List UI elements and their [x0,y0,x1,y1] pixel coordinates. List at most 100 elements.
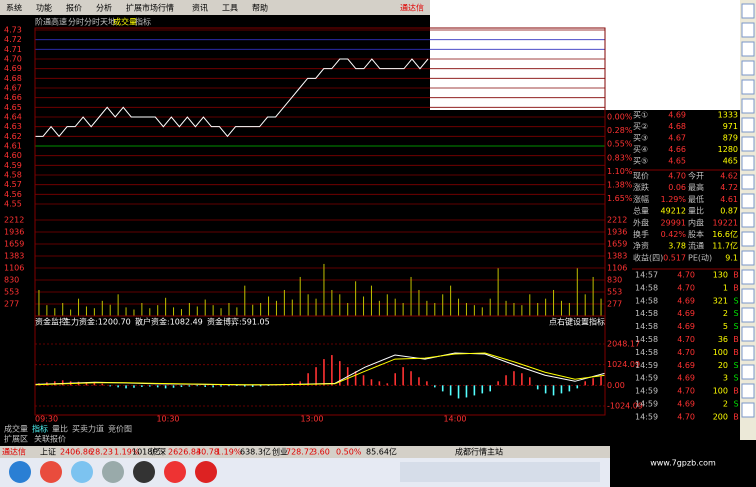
toolbar-icon[interactable] [741,383,755,399]
stat-value: 29991 [661,218,686,227]
bottom-tab[interactable]: 竞价图 [108,424,132,434]
toolbar-icon[interactable] [741,250,755,266]
fund-hint[interactable]: 点右键设置指标 [549,317,605,327]
percent-label: 1.65% [607,194,633,203]
trade-time: 14:58 [635,322,658,331]
status-item: 28.23 [90,448,113,457]
bottom-tab[interactable]: 指标 [32,424,48,434]
trade-time: 14:58 [635,296,658,305]
price-tick-label: 4.65 [4,103,22,112]
toolbar-icon[interactable] [741,288,755,304]
taskbar-icon[interactable] [102,461,124,483]
watermark: www.7gpzb.com [650,459,716,468]
price-tick-label: 4.64 [4,113,22,122]
order-price: 4.67 [668,134,686,143]
toolbar-icon[interactable] [741,174,755,190]
trade-volume: 36 [718,335,728,344]
stat-value: 1.29% [661,195,687,204]
menu-item[interactable]: 系统 [6,3,22,13]
stat-label: 今开 [688,171,704,181]
status-item: 成都行情主站 [455,447,503,457]
toolbar-icon[interactable] [741,364,755,380]
menu-item[interactable]: 分析 [96,3,112,13]
toolbar-icon[interactable] [741,326,755,342]
toolbar-icon[interactable] [741,117,755,133]
order-label: 买② [633,122,648,131]
taskbar-icon[interactable] [195,461,217,483]
price-tick-label: 4.70 [4,55,22,64]
trade-time: 14:59 [635,374,658,383]
status-item: 1.19% [114,448,140,457]
chart-tab[interactable]: 指标 [135,17,151,27]
toolbar-icon[interactable] [741,41,755,57]
taskbar-icon[interactable] [40,461,62,483]
toolbar-icon[interactable] [741,193,755,209]
chart-tab[interactable]: 分时 [68,17,84,27]
taskbar-icon[interactable] [133,461,155,483]
stat-label: 净资 [633,241,649,251]
volume-tick-label: 1659 [4,240,24,249]
status-item: 30.78 [196,448,219,457]
trade-time: 14:58 [635,348,658,357]
menu-item[interactable]: 资讯 [192,3,208,13]
toolbar-icon[interactable] [741,79,755,95]
fund-tick-label: -1024.09 [607,402,643,411]
toolbar-icon[interactable] [741,98,755,114]
bottom-tab[interactable]: 成交量 [4,424,28,434]
stat-value: 11.7亿 [712,241,738,251]
volume-tick-label: 830 [4,275,19,284]
price-tick-label: 4.63 [4,122,22,131]
toolbar-icon[interactable] [741,231,755,247]
volume-tick-label: 2212 [4,216,24,225]
bottom-tab[interactable]: 量比 [52,424,68,434]
trade-side: B [733,412,739,421]
percent-label: 0.00% [607,113,633,122]
toolbar-icon[interactable] [741,3,755,19]
trade-side: S [733,309,738,318]
trade-volume: 100 [713,348,728,357]
trade-volume: 3 [723,374,728,383]
status-item: 2626.84 [168,448,201,457]
order-volume: 465 [723,157,738,166]
taskbar-icon[interactable] [9,461,31,483]
ext-tab[interactable]: 扩展区 [4,434,28,444]
stat-value: 3.78 [668,242,686,251]
price-tick-label: 4.67 [4,84,22,93]
time-label: 10:30 [156,415,179,424]
menu-item[interactable]: 扩展市场行情 [126,3,174,13]
fund-line [34,352,606,386]
taskbar-icon[interactable] [71,461,93,483]
stat-label: 股本 [688,229,704,239]
menu-item[interactable]: 功能 [36,3,52,13]
bottom-tab[interactable]: 买卖力道 [72,424,104,434]
stat-label: 总量 [633,206,649,216]
toolbar-icon[interactable] [741,345,755,361]
chart-tab[interactable]: 阶通高速 [35,17,67,27]
blank-area [430,0,740,110]
toolbar-icon[interactable] [741,212,755,228]
toolbar-icon[interactable] [741,402,755,418]
menu-item[interactable]: 帮助 [252,3,268,13]
toolbar-icon[interactable] [741,269,755,285]
order-price: 4.65 [668,157,686,166]
trade-side: S [733,400,738,409]
taskbar-icon[interactable] [164,461,186,483]
fund-tick-label: 1024.09 [607,360,640,369]
status-item: 上证 [40,448,56,457]
ext-tab[interactable]: 关联报价 [34,434,66,444]
stat-value: 49212 [661,207,686,216]
toolbar-icon[interactable] [741,155,755,171]
trade-side: B [733,348,739,357]
price-tick-label: 4.57 [4,180,22,189]
toolbar-icon[interactable] [741,136,755,152]
menu-item[interactable]: 工具 [222,4,238,13]
menu-item[interactable]: 报价 [66,3,82,13]
toolbar-icon[interactable] [741,60,755,76]
volume-tick-label-right: 277 [607,300,622,309]
toolbar-icon[interactable] [741,22,755,38]
chart-tab[interactable]: 分时天地 [84,17,116,27]
stat-value: 4.72 [720,183,738,192]
chart-tab[interactable]: 成交量 [113,17,137,27]
toolbar-icon[interactable] [741,307,755,323]
trade-side: S [733,361,738,370]
